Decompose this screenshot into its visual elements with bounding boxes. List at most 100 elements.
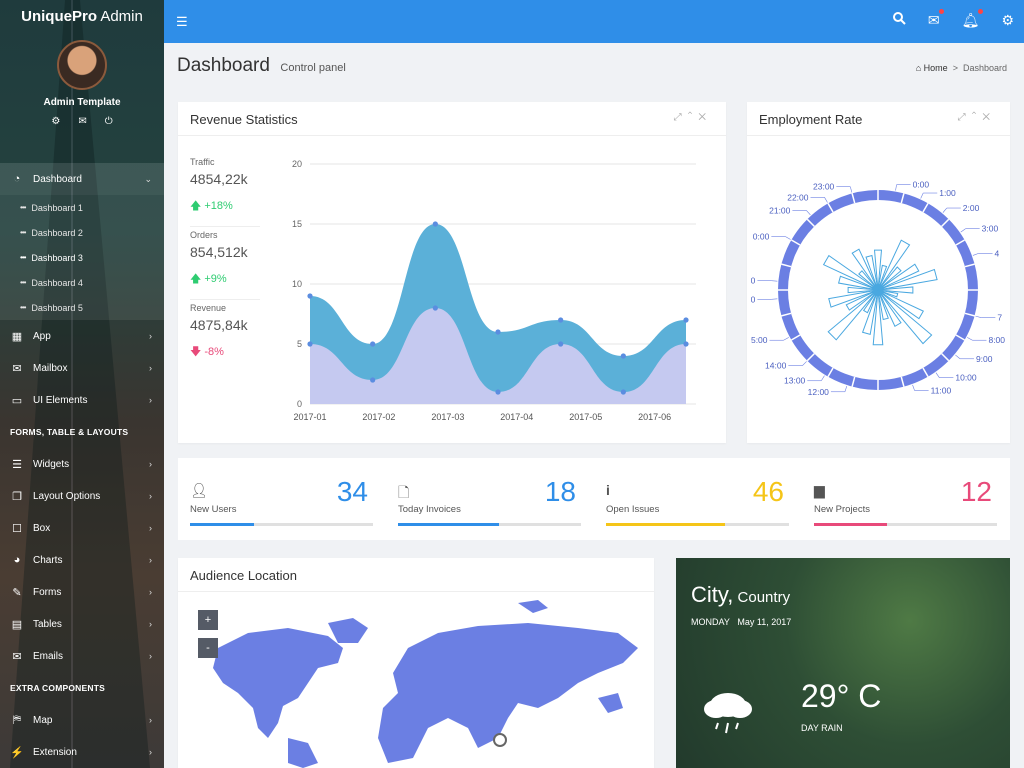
rose-petal	[877, 263, 920, 291]
ring-divider	[851, 376, 856, 387]
mail-icon[interactable]: ✉	[928, 9, 944, 29]
data-point	[370, 377, 376, 383]
sidebar-item-layout-options[interactable]: ❐ Layout Options ›	[0, 480, 164, 512]
revenue-area-chart: 0 5 10 15 20 2017-01 2017-02 2017-03 2017-04 2017…	[292, 159, 696, 422]
progress-bar	[814, 523, 997, 526]
polar-label: 13:00	[784, 376, 806, 386]
submenu-item-dashboard-2[interactable]: ••• Dashboard 2	[20, 227, 83, 238]
rose-petal	[822, 254, 879, 291]
submenu-item-dashboard-4[interactable]: ••• Dashboard 4	[20, 277, 83, 288]
search-icon[interactable]	[892, 12, 906, 29]
ring-divider	[851, 193, 856, 204]
gear-icon[interactable]: ⚙	[1001, 12, 1014, 28]
close-icon[interactable]: ✕	[982, 112, 996, 123]
polar-label: 0:00	[753, 232, 770, 242]
expand-icon[interactable]: ⤢	[673, 112, 688, 123]
data-point	[370, 341, 376, 347]
sidebar-item-app[interactable]: ▦ App ›	[11, 330, 152, 343]
weather-card: City, Country MONDAY May 11, 2017 29° C …	[676, 558, 1010, 768]
polar-label: 8:00	[988, 335, 1005, 345]
weather-day: MONDAY	[691, 617, 730, 627]
stat-value: 12	[960, 476, 992, 507]
avatar[interactable]	[57, 40, 107, 90]
submenu-item-dashboard-5[interactable]: ••• Dashboard 5	[20, 302, 83, 313]
polar-label: 14:00	[765, 361, 787, 371]
sidebar-item-charts[interactable]: ◕ Charts ›	[0, 544, 164, 576]
zoom-in-button[interactable]: +	[198, 610, 218, 630]
ring-divider	[900, 193, 905, 204]
mail-icon[interactable]: ✉	[78, 116, 87, 127]
polar-label: 21:00	[769, 205, 791, 215]
revenue-statistics-card: Revenue Statistics ⤢⌃✕ Traffic 4854,22k …	[178, 102, 726, 443]
sidebar-item-mailbox[interactable]: ✉ Mailbox ›	[0, 352, 164, 384]
home-icon[interactable]: ⌂	[915, 63, 922, 73]
world-map[interactable]	[178, 588, 654, 768]
card-tools: ⤢⌃✕	[674, 112, 712, 123]
collapse-icon[interactable]: ⌃	[971, 112, 983, 123]
rose-petal	[828, 289, 879, 308]
label-leader	[967, 337, 973, 341]
polar-label: 10:00	[955, 373, 977, 383]
data-point	[620, 353, 626, 359]
collapse-icon[interactable]: ⌃	[687, 112, 699, 123]
sidebar-item-tables[interactable]: ▤ Tables ›	[11, 618, 152, 631]
arrow-up-icon: 🡅︎	[190, 200, 202, 212]
brand-logo[interactable]: UniquePro Admin	[21, 8, 143, 25]
submenu-item-dashboard-1[interactable]: ••• Dashboard 1	[20, 202, 83, 213]
chevron-right-icon: ›	[149, 459, 152, 469]
rose-petal	[877, 289, 933, 345]
rose-petal	[845, 289, 879, 311]
rose-petal	[827, 289, 879, 341]
ring-divider	[941, 353, 950, 362]
rose-petal	[862, 289, 879, 314]
data-point	[683, 341, 689, 347]
sidebar-item-box[interactable]: ☐ Box ›	[0, 512, 164, 544]
rose-petal	[877, 289, 889, 321]
laptop-icon: ▭	[11, 394, 23, 407]
chevron-right-icon: ›	[149, 331, 152, 341]
sidebar-item-extension[interactable]: ⚡ Extension ›	[10, 746, 152, 759]
sidebar-item-ui-elements[interactable]: ▭ UI Elements ›	[11, 394, 152, 407]
close-icon[interactable]: ✕	[698, 112, 712, 123]
ring-divider	[791, 239, 801, 246]
bell-icon[interactable]: 🔔︎	[962, 9, 984, 29]
menu-toggle-icon[interactable]: ☰	[176, 14, 188, 29]
polar-label: 12:00	[808, 387, 830, 397]
polar-label: 0	[751, 294, 756, 304]
sidebar-item-forms[interactable]: ✎ Forms ›	[0, 576, 164, 608]
chevron-right-icon: ›	[149, 587, 152, 597]
sidebar-item-map[interactable]: ⛿ Map ›	[0, 704, 164, 736]
label-leader	[850, 186, 853, 193]
pie-chart-icon: ◕	[13, 554, 21, 566]
zoom-out-button[interactable]: -	[198, 638, 218, 658]
top-navbar: ☰ ✉ 🔔︎ ⚙	[164, 0, 1024, 43]
power-icon[interactable]: ⏻	[104, 116, 113, 127]
chevron-right-icon: ›	[149, 363, 152, 373]
data-point	[495, 389, 501, 395]
sidebar-item-widgets[interactable]: ☰ Widgets ›	[0, 448, 164, 480]
chevron-right-icon: ›	[149, 715, 152, 725]
sidebar-item-dashboard[interactable]: ◔ Dashboard ⌄	[0, 163, 164, 195]
stat-orders: Orders 854,512k 🡅︎ +9%	[190, 230, 260, 300]
submenu-item-dashboard-3[interactable]: ••• Dashboard 3	[20, 252, 83, 263]
stat-traffic: Traffic 4854,22k 🡅︎ +18%	[190, 157, 260, 227]
gear-icon[interactable]: ⚙	[51, 116, 61, 127]
polar-label: 5:00	[751, 335, 768, 345]
sidebar-item-emails[interactable]: ✉ Emails ›	[0, 640, 164, 672]
data-point	[620, 389, 626, 395]
page-title: Dashboard	[177, 55, 270, 76]
y-tick-label: 0	[297, 399, 302, 409]
label-leader	[972, 253, 979, 256]
expand-icon[interactable]: ⤢	[957, 112, 972, 123]
employment-rate-card: Employment Rate ⤢⌃✕ 0:00 1:00 2:00 3:00 4 7 8:…	[747, 102, 1010, 443]
breadcrumb-home[interactable]: Home	[923, 63, 948, 73]
label-leader	[895, 184, 897, 191]
x-tick-label: 2017-03	[431, 412, 464, 422]
label-leader	[960, 228, 966, 233]
user-icon: 👤︎	[190, 482, 208, 498]
data-point	[558, 341, 564, 347]
rose-petal	[851, 248, 879, 291]
card-title: Audience Location	[190, 568, 297, 583]
grid-icon: ▦	[11, 330, 23, 343]
page-subtitle: Control panel	[280, 62, 346, 74]
